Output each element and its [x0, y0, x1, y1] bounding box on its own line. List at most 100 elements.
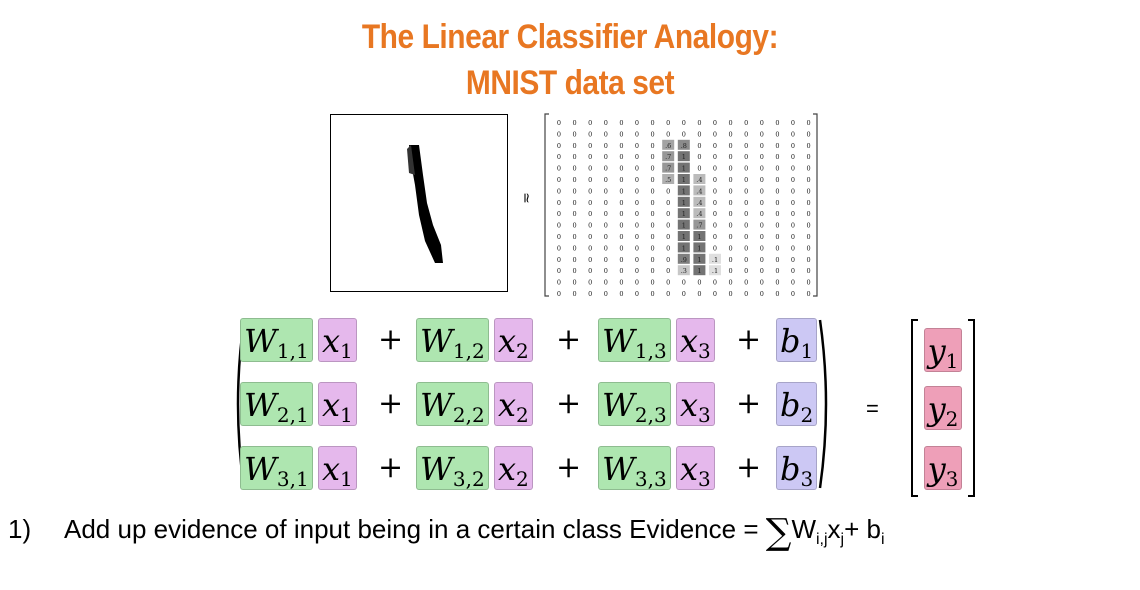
- matrix-right-bracket: [813, 113, 818, 297]
- pixel-value: 0: [635, 153, 639, 161]
- output-y2: y2: [924, 386, 962, 431]
- pixel-value: 0: [760, 199, 764, 207]
- bias-term: b2: [776, 382, 818, 427]
- pixel-value: 0: [604, 244, 608, 252]
- plus-sign: +: [736, 386, 762, 421]
- pixel-value: 0: [604, 256, 608, 264]
- pixel-value: 0: [729, 267, 733, 275]
- pixel-value: 0: [635, 244, 639, 252]
- pixel-value: 0: [619, 176, 623, 184]
- pixel-value: 0: [557, 210, 561, 218]
- pixel-value: 1: [682, 187, 686, 195]
- pixel-value: 0: [588, 210, 592, 218]
- pixel-value: 0: [604, 279, 608, 287]
- pixel-value: 0: [807, 130, 811, 138]
- pixel-value: 0: [760, 142, 764, 150]
- pixel-value: 0: [697, 119, 701, 127]
- pixel-value: 0: [635, 176, 639, 184]
- pixel-value: 0: [791, 199, 795, 207]
- pixel-value: 0: [604, 119, 608, 127]
- pixel-value: 0: [651, 142, 655, 150]
- pixel-value: 0: [666, 222, 670, 230]
- pixel-value: 0: [760, 222, 764, 230]
- pixel-value: 0: [791, 153, 795, 161]
- pixel-cell-fill: [693, 174, 706, 184]
- pixel-cell-fill: [677, 151, 690, 162]
- pixel-value: 0: [588, 256, 592, 264]
- pixel-cell-fill: [693, 265, 706, 276]
- pixel-value: 0: [744, 256, 748, 264]
- pixel-value: 0: [619, 187, 623, 195]
- pixel-value: .1: [712, 256, 718, 264]
- pixel-value: 0: [807, 233, 811, 241]
- input-term: x1: [318, 318, 357, 363]
- pixel-value: 0: [791, 210, 795, 218]
- handwritten-digit-image: [330, 114, 508, 292]
- pixel-value: 0: [573, 187, 577, 195]
- pixel-value: 0: [588, 142, 592, 150]
- pixel-cell-fill: [677, 139, 690, 150]
- weight-term: W3,3: [598, 446, 671, 491]
- pixel-value: 0: [651, 119, 655, 127]
- list-number: 1): [8, 514, 32, 544]
- pixel-value: 0: [588, 233, 592, 241]
- pixel-value: 1: [682, 153, 686, 161]
- pixel-value: 0: [775, 222, 779, 230]
- pixel-value: 0: [604, 222, 608, 230]
- pixel-value: .6: [665, 142, 671, 150]
- pixel-value: 0: [760, 233, 764, 241]
- formula-plus-b: + b: [844, 514, 881, 544]
- pixel-value: 0: [791, 244, 795, 252]
- pixel-value: 0: [635, 279, 639, 287]
- pixel-value: 0: [697, 153, 701, 161]
- y-right-bracket: [968, 319, 975, 497]
- pixel-value: 0: [682, 130, 686, 138]
- pixel-value: .8: [681, 142, 687, 150]
- pixel-value: 0: [775, 244, 779, 252]
- pixel-value: 0: [666, 256, 670, 264]
- pixel-value: 0: [791, 290, 795, 298]
- pixel-value: 0: [791, 187, 795, 195]
- pixel-value: 0: [729, 199, 733, 207]
- pixel-value: 0: [588, 187, 592, 195]
- pixel-value: 0: [775, 290, 779, 298]
- pixel-value: 0: [791, 119, 795, 127]
- pixel-value: 0: [666, 244, 670, 252]
- bias-term: b1: [776, 318, 818, 363]
- pixel-value: 0: [775, 119, 779, 127]
- pixel-value: 0: [573, 267, 577, 275]
- pixel-value: 1: [682, 165, 686, 173]
- pixel-value: 1: [697, 256, 701, 264]
- input-term: x2: [494, 318, 533, 363]
- pixel-value: .7: [665, 153, 671, 161]
- pixel-cell-fill: [677, 231, 690, 241]
- pixel-value: 0: [651, 256, 655, 264]
- pixel-value: 0: [807, 290, 811, 298]
- pixel-value: 0: [666, 233, 670, 241]
- pixel-value: 0: [588, 176, 592, 184]
- matrix-left-bracket: [544, 113, 549, 297]
- pixel-value: 0: [635, 290, 639, 298]
- pixel-value: 0: [573, 233, 577, 241]
- pixel-value: 0: [744, 244, 748, 252]
- pixel-value: 0: [713, 244, 717, 252]
- pixel-value: 0: [729, 187, 733, 195]
- pixel-value: 0: [760, 279, 764, 287]
- pixel-value: 0: [807, 199, 811, 207]
- pixel-value: 0: [760, 290, 764, 298]
- pixel-value: 0: [557, 176, 561, 184]
- pixel-value: 0: [775, 279, 779, 287]
- pixel-value: 0: [666, 279, 670, 287]
- pixel-value: 0: [729, 279, 733, 287]
- pixel-value: 0: [573, 199, 577, 207]
- pixel-value: 0: [760, 153, 764, 161]
- pixel-value: 0: [791, 222, 795, 230]
- pixel-value: 0: [635, 267, 639, 275]
- pixel-value: 0: [775, 267, 779, 275]
- pixel-cell-fill: [677, 185, 690, 196]
- pixel-value: 0: [588, 267, 592, 275]
- pixel-value: 0: [604, 199, 608, 207]
- pixel-value: 0: [729, 165, 733, 173]
- pixel-value: 0: [697, 290, 701, 298]
- pixel-value: .4: [696, 199, 702, 207]
